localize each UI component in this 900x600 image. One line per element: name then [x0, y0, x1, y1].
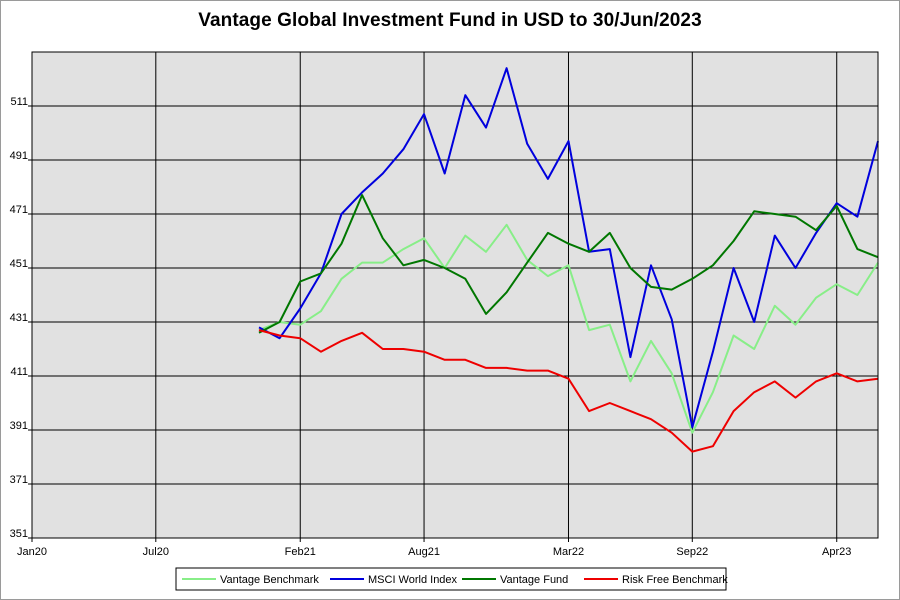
series-line-vantage-fund	[258, 194, 879, 334]
y-tick-label: 411	[10, 366, 28, 378]
x-tick-label: Aug21	[408, 546, 440, 558]
legend-label: Vantage Benchmark	[220, 574, 319, 586]
series-line-vantage-benchmark	[258, 223, 879, 434]
y-tick-label: 451	[10, 258, 28, 270]
legend-label: Risk Free Benchmark	[622, 574, 728, 586]
series-line-msci-world-index	[258, 67, 879, 429]
legend: Vantage Benchmark MSCI World Index Vantage…	[175, 567, 728, 591]
plot-area	[32, 52, 878, 538]
x-tick-label: Sep22	[676, 546, 708, 558]
series-lines	[258, 67, 879, 453]
y-tick-label: 491	[10, 150, 28, 162]
chart-title: Vantage Global Investment Fund in USD to…	[198, 10, 702, 31]
y-tick-label: 511	[10, 96, 28, 108]
x-tick-label: Jan20	[17, 546, 47, 558]
legend-label: MSCI World Index	[368, 574, 458, 586]
plot-border	[31, 51, 879, 539]
y-tick-label: 351	[10, 528, 28, 540]
tick-labels: 351 371 391 411 431 451 471 491 511 Jan20 Jul20 Feb…	[10, 96, 852, 558]
series-line-risk-free-benchmark	[258, 329, 879, 453]
x-tick-label: Feb21	[285, 546, 316, 558]
x-tick-label: Jul20	[143, 546, 169, 558]
y-tick-label: 371	[10, 474, 28, 486]
y-tick-label: 391	[10, 420, 28, 432]
legend-label: Vantage Fund	[500, 574, 568, 586]
x-tick-label: Apr23	[822, 546, 851, 558]
y-tick-label: 471	[10, 204, 28, 216]
y-tick-label: 431	[10, 312, 28, 324]
legend-box	[175, 567, 727, 591]
x-tick-label: Mar22	[553, 546, 584, 558]
